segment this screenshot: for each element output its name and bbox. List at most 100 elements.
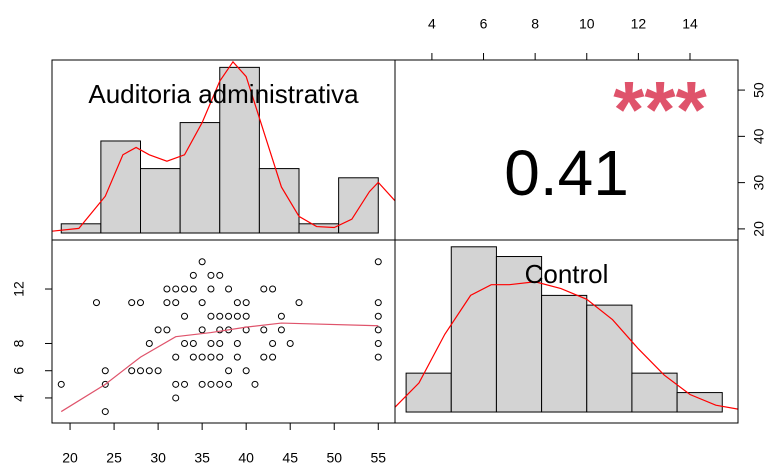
point xyxy=(101,367,109,375)
point xyxy=(216,353,224,361)
point xyxy=(216,339,224,347)
point xyxy=(137,299,145,307)
point xyxy=(207,353,215,361)
x-tick-label: 10 xyxy=(579,16,595,32)
point xyxy=(198,353,206,361)
point xyxy=(198,326,206,334)
panel-border xyxy=(394,239,739,424)
x-tick-label: 8 xyxy=(531,16,539,32)
point xyxy=(277,312,285,320)
point xyxy=(198,380,206,388)
x-tick-label: 50 xyxy=(326,450,342,465)
point xyxy=(374,353,382,361)
y-tick-label: 6 xyxy=(11,367,27,375)
point xyxy=(207,271,215,279)
point xyxy=(57,380,65,388)
point xyxy=(216,326,224,334)
point xyxy=(137,367,145,375)
point xyxy=(198,299,206,307)
point xyxy=(277,326,285,334)
bar xyxy=(405,372,452,413)
point xyxy=(260,353,268,361)
x-tick-label: 6 xyxy=(480,16,488,32)
y-tick-label: 40 xyxy=(751,128,767,144)
point xyxy=(374,258,382,266)
x-tick-label: 25 xyxy=(106,450,122,465)
point xyxy=(374,299,382,307)
point xyxy=(154,326,162,334)
y-tick-label: 4 xyxy=(11,394,27,402)
point xyxy=(181,285,189,293)
point xyxy=(189,339,197,347)
point xyxy=(163,326,171,334)
point xyxy=(172,285,180,293)
x-tick-label: 20 xyxy=(62,450,78,465)
point xyxy=(225,367,233,375)
point xyxy=(172,299,180,307)
y-tick-label: 50 xyxy=(751,82,767,98)
point xyxy=(189,271,197,279)
bar xyxy=(450,246,497,413)
x-tick-label: 35 xyxy=(194,450,210,465)
y-tick-label: 30 xyxy=(751,175,767,191)
bar xyxy=(541,294,588,413)
point xyxy=(295,299,303,307)
x-tick-label: 4 xyxy=(428,16,436,32)
x-tick-label: 40 xyxy=(238,450,254,465)
point xyxy=(101,380,109,388)
point xyxy=(233,353,241,361)
point xyxy=(181,312,189,320)
x-tick-label: 45 xyxy=(282,450,298,465)
variable-label: Control xyxy=(525,259,609,289)
point xyxy=(207,339,215,347)
y-tick-label: 20 xyxy=(751,221,767,237)
point xyxy=(225,285,233,293)
point xyxy=(198,258,206,266)
point xyxy=(163,299,171,307)
variable-label: Auditoria administrativa xyxy=(88,79,359,109)
point xyxy=(172,353,180,361)
point xyxy=(260,326,268,334)
density-curve xyxy=(394,281,739,410)
point xyxy=(128,299,136,307)
bar xyxy=(298,223,340,234)
point xyxy=(242,299,250,307)
point xyxy=(374,339,382,347)
point xyxy=(269,353,277,361)
bar xyxy=(140,168,181,234)
bar xyxy=(338,177,379,234)
point xyxy=(181,339,189,347)
point xyxy=(216,271,224,279)
y-tick-label: 8 xyxy=(11,339,27,347)
x-tick-label: 12 xyxy=(631,16,647,32)
point xyxy=(207,380,215,388)
point xyxy=(145,367,153,375)
x-tick-label: 14 xyxy=(682,16,698,32)
point xyxy=(128,367,136,375)
point xyxy=(269,339,277,347)
point xyxy=(233,339,241,347)
bar xyxy=(100,140,142,234)
point xyxy=(154,367,162,375)
point xyxy=(225,312,233,320)
bar xyxy=(586,304,633,413)
point xyxy=(269,285,277,293)
point xyxy=(233,312,241,320)
x-tick-label: 30 xyxy=(150,450,166,465)
point xyxy=(189,285,197,293)
point xyxy=(242,312,250,320)
bar xyxy=(179,122,221,234)
point xyxy=(374,326,382,334)
point xyxy=(260,285,268,293)
point xyxy=(189,353,197,361)
bar xyxy=(676,392,723,413)
point xyxy=(216,380,224,388)
point xyxy=(242,367,250,375)
point xyxy=(233,299,241,307)
point xyxy=(101,408,109,416)
x-tick-label: 55 xyxy=(370,450,386,465)
trend-line xyxy=(60,322,379,413)
bar xyxy=(219,66,260,234)
point xyxy=(92,299,100,307)
